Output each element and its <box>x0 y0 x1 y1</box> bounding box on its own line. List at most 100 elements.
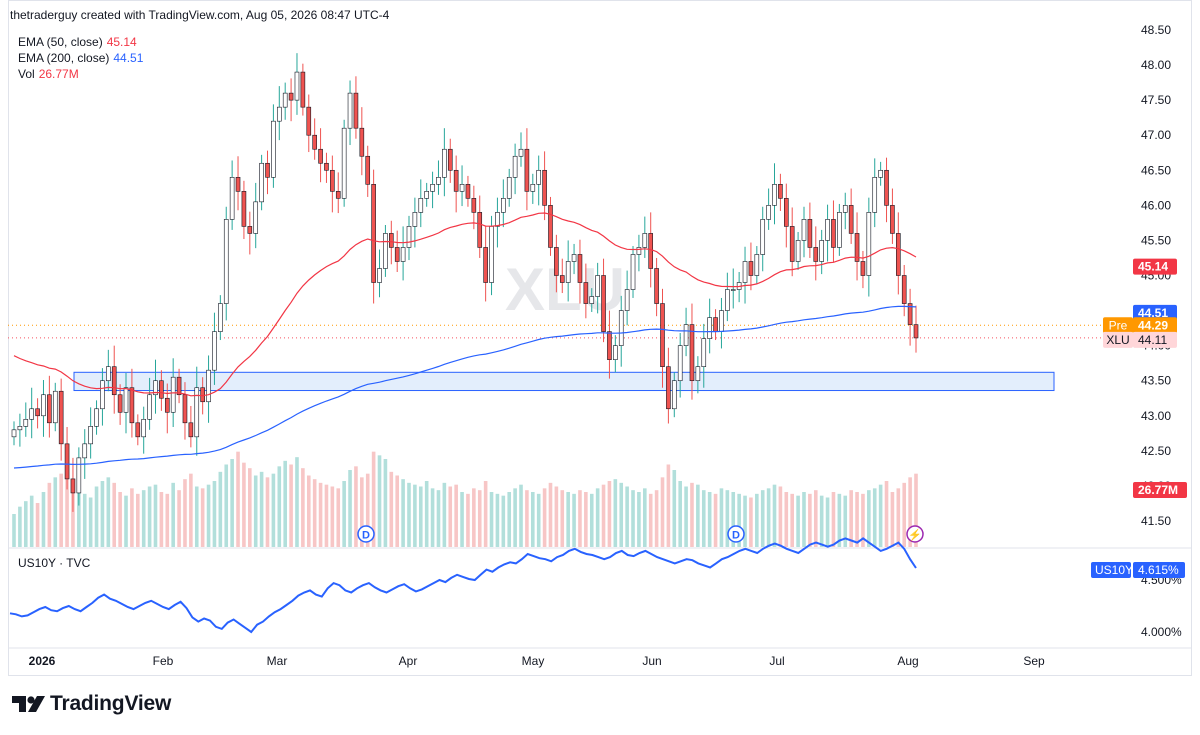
volume-bar <box>796 495 800 547</box>
candle <box>188 422 194 438</box>
volume-bar <box>383 459 388 547</box>
volume-bar <box>755 493 759 547</box>
legend-volume[interactable]: Vol 26.77M <box>18 66 143 82</box>
candle <box>430 184 435 192</box>
sub-pane-legend[interactable]: US10Y · TVC <box>18 556 90 570</box>
candle <box>896 233 901 276</box>
volume-bar <box>124 495 128 547</box>
volume-bar <box>690 482 694 547</box>
volume-bar <box>507 492 512 547</box>
volume-bar <box>130 488 134 547</box>
candle <box>506 177 512 199</box>
volume-bar <box>678 481 682 547</box>
candle <box>100 380 105 410</box>
candle <box>147 394 152 420</box>
volume-bar <box>371 451 376 547</box>
candle <box>58 390 64 445</box>
candle <box>129 387 135 424</box>
candle <box>754 254 760 276</box>
candle <box>223 219 229 304</box>
volume-bar <box>312 479 317 547</box>
volume-bar <box>743 495 747 547</box>
volume-bar <box>112 482 117 547</box>
candle <box>23 418 29 427</box>
candle <box>719 310 724 332</box>
candle <box>241 191 247 227</box>
volume-bar <box>619 482 624 547</box>
volume-bar <box>448 486 453 547</box>
volume-tag-bg <box>1133 482 1187 498</box>
candle <box>901 275 907 304</box>
candle <box>778 184 783 199</box>
volume-bar <box>88 497 93 547</box>
x-tick-label: Jul <box>769 654 784 668</box>
tradingview-logo-icon <box>12 696 45 712</box>
volume-bar <box>878 484 883 547</box>
volume-bar <box>790 493 794 547</box>
candle <box>495 212 500 227</box>
volume-bar <box>348 470 352 547</box>
candle <box>483 247 488 283</box>
volume-bar <box>413 484 417 547</box>
candle <box>365 155 371 185</box>
chart-credit: thetraderguy created with TradingView.co… <box>10 8 390 22</box>
candle <box>660 303 665 367</box>
y-tick-label: 48.50 <box>1141 23 1171 37</box>
last-price-tag: 44.11 <box>1138 333 1167 347</box>
volume-bar <box>566 492 570 547</box>
candle <box>41 394 46 417</box>
candle <box>654 268 659 304</box>
volume-bar <box>407 482 411 547</box>
volume-bar <box>306 475 311 547</box>
volume-bar <box>831 492 836 547</box>
candle <box>88 426 93 445</box>
y-tick-label: 43.00 <box>1141 409 1171 423</box>
volume-bar <box>183 479 187 547</box>
dividend-marker-icon[interactable] <box>727 525 745 543</box>
candle <box>52 390 58 424</box>
x-tick-label: Aug <box>897 654 918 668</box>
premarket-price-tag-bg <box>1133 317 1177 334</box>
volume-bar <box>242 462 246 547</box>
candle <box>235 177 241 192</box>
candle <box>194 387 200 438</box>
x-tick-label: Feb <box>153 654 174 668</box>
volume-bar <box>643 488 647 547</box>
volume-bar <box>872 488 877 547</box>
candle <box>117 394 123 413</box>
candle <box>565 261 571 283</box>
candle <box>872 177 878 213</box>
candle <box>819 240 824 262</box>
candle <box>212 331 217 371</box>
earnings-event-icon[interactable] <box>906 525 924 543</box>
candle <box>683 324 689 346</box>
volume-bar <box>12 514 16 547</box>
last-price-prefix-bg <box>1103 331 1133 348</box>
ema200-price-tag-bg <box>1133 304 1177 321</box>
candle <box>111 366 117 396</box>
candle <box>29 408 34 420</box>
volume-bar <box>613 479 618 547</box>
dividend-marker-icon[interactable] <box>357 525 375 543</box>
volume-bar <box>330 486 335 547</box>
volume-bar <box>501 495 506 547</box>
y-tick-label: 45.50 <box>1141 233 1171 247</box>
volume-bar <box>867 490 871 547</box>
volume-bar <box>165 493 170 547</box>
volume-bar <box>71 484 75 547</box>
candle <box>206 369 211 403</box>
legend-ema200-label: EMA (200, close) <box>18 51 110 65</box>
chart-canvas[interactable]: 48.5048.0047.5047.0046.5046.0045.5045.00… <box>0 0 1200 680</box>
volume-bar <box>513 488 517 547</box>
tradingview-logo: TradingView <box>12 692 171 716</box>
candle <box>70 478 76 494</box>
legend-ema50[interactable]: EMA (50, close) 45.14 <box>18 34 143 50</box>
dividend-marker-label: D <box>732 530 740 542</box>
candle <box>259 162 264 203</box>
candle <box>153 380 158 396</box>
candle <box>671 380 677 410</box>
volume-bar <box>324 484 329 547</box>
legend-ema200[interactable]: EMA (200, close) 44.51 <box>18 50 143 66</box>
candle <box>571 254 577 262</box>
candle <box>489 226 494 283</box>
